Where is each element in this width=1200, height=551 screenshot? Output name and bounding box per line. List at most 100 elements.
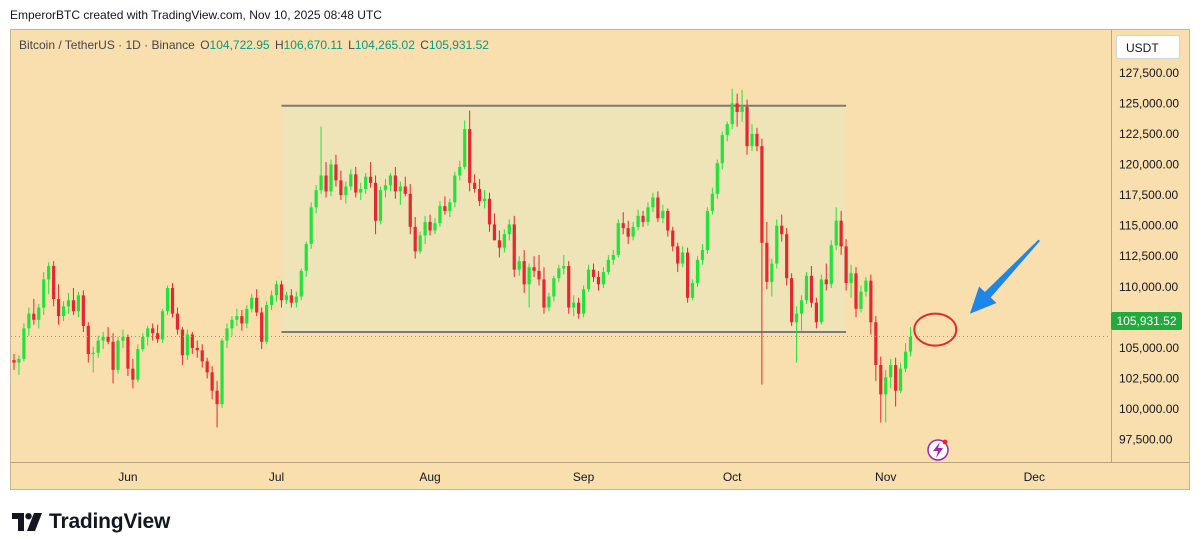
candle	[369, 162, 373, 188]
candle-body	[532, 267, 536, 271]
price-chart[interactable]: 97,500.00 100,000.00 102,500.00 105,000.00 1…	[11, 30, 1189, 489]
candle	[61, 301, 66, 322]
candle-body	[175, 313, 180, 330]
candle	[42, 272, 46, 315]
candle-body	[170, 287, 175, 314]
symbol-legend: Bitcoin / TetherUS · 1D · Binance O104,7…	[19, 38, 489, 52]
candle-body	[205, 361, 209, 373]
candle	[205, 357, 209, 379]
x-axis[interactable]: Jun Jul Aug Sep Oct Nov Dec	[118, 470, 1045, 484]
candle	[215, 380, 219, 428]
candle	[507, 219, 511, 241]
candle-body	[106, 336, 110, 342]
candle-body	[265, 305, 269, 342]
candle	[433, 218, 437, 235]
y-tick-label: 120,000.00	[1119, 157, 1179, 171]
candle-body	[473, 182, 477, 189]
candle-body	[448, 202, 452, 211]
candle	[661, 204, 665, 224]
candle	[864, 276, 868, 297]
candle	[165, 285, 170, 315]
candle-body	[770, 263, 774, 282]
candle-body	[487, 198, 492, 225]
candle	[775, 219, 779, 269]
candle-body	[804, 275, 809, 301]
candle-layer	[12, 88, 913, 428]
candle-body	[522, 261, 526, 285]
candle-body	[636, 215, 640, 227]
candle-body	[220, 340, 224, 405]
candle-body	[96, 340, 100, 353]
y-axis[interactable]: 97,500.00 100,000.00 102,500.00 105,000.00 1…	[1119, 66, 1179, 447]
candle-body	[418, 235, 422, 252]
candle-body	[101, 336, 105, 341]
candle	[626, 220, 630, 244]
y-tick-label: 122,500.00	[1119, 127, 1179, 141]
candle-body	[621, 223, 625, 229]
candle	[299, 268, 303, 301]
candle-body	[413, 226, 417, 252]
candle	[621, 212, 625, 235]
candle-body	[497, 240, 501, 248]
candle	[616, 219, 620, 258]
y-tick-label: 127,500.00	[1119, 66, 1179, 80]
candle	[175, 307, 180, 335]
candle	[596, 270, 601, 291]
y-tick-label: 112,500.00	[1119, 249, 1178, 263]
candle-body	[383, 185, 388, 191]
candle	[289, 289, 293, 308]
candle	[160, 308, 165, 344]
candle-body	[364, 176, 368, 189]
candle-body	[200, 350, 204, 362]
candle-body	[37, 307, 41, 320]
candle	[458, 160, 462, 181]
y-tick-label: 115,000.00	[1119, 219, 1178, 233]
candle-body	[730, 103, 734, 125]
candle	[255, 289, 259, 317]
candle	[651, 192, 655, 213]
candle	[304, 241, 308, 277]
candle	[388, 173, 393, 192]
candle-body	[260, 312, 264, 342]
chart-frame[interactable]: 97,500.00 100,000.00 102,500.00 105,000.00 1…	[10, 29, 1190, 490]
candle	[136, 344, 140, 383]
candle-body	[408, 193, 412, 227]
close-label: C	[420, 38, 429, 52]
candle-body	[428, 221, 432, 231]
candle	[522, 250, 526, 293]
symbol-title[interactable]: Bitcoin / TetherUS · 1D · Binance	[19, 38, 195, 52]
candle-body	[606, 259, 610, 273]
open-value: 104,722.95	[209, 38, 270, 52]
currency-button[interactable]: USDT	[1116, 35, 1180, 59]
candle	[829, 240, 833, 288]
candle	[755, 127, 759, 152]
candle	[210, 366, 214, 400]
candle-body	[250, 297, 254, 309]
candle-body	[839, 220, 843, 247]
candle-body	[755, 133, 759, 147]
candle	[468, 110, 472, 192]
candle-body	[542, 279, 546, 308]
candle	[71, 287, 76, 315]
candle	[482, 190, 487, 209]
candle-body	[423, 221, 427, 236]
high-label: H	[274, 38, 284, 52]
low-value: 104,265.02	[354, 38, 415, 52]
candle	[12, 354, 16, 370]
candle	[790, 273, 794, 326]
candle-body	[651, 197, 655, 208]
candle	[269, 290, 274, 311]
y-tick-label: 105,000.00	[1119, 341, 1179, 355]
tradingview-brand[interactable]: TradingView	[12, 510, 170, 534]
candle	[804, 272, 809, 304]
candle-body	[700, 250, 705, 260]
candle-body	[864, 280, 868, 292]
candle	[463, 120, 467, 170]
candle	[646, 202, 650, 226]
candle	[601, 267, 606, 288]
candle	[591, 263, 596, 282]
candle	[17, 355, 21, 375]
candle-body	[71, 300, 76, 312]
candle	[428, 214, 432, 236]
open-label: O	[200, 38, 210, 52]
